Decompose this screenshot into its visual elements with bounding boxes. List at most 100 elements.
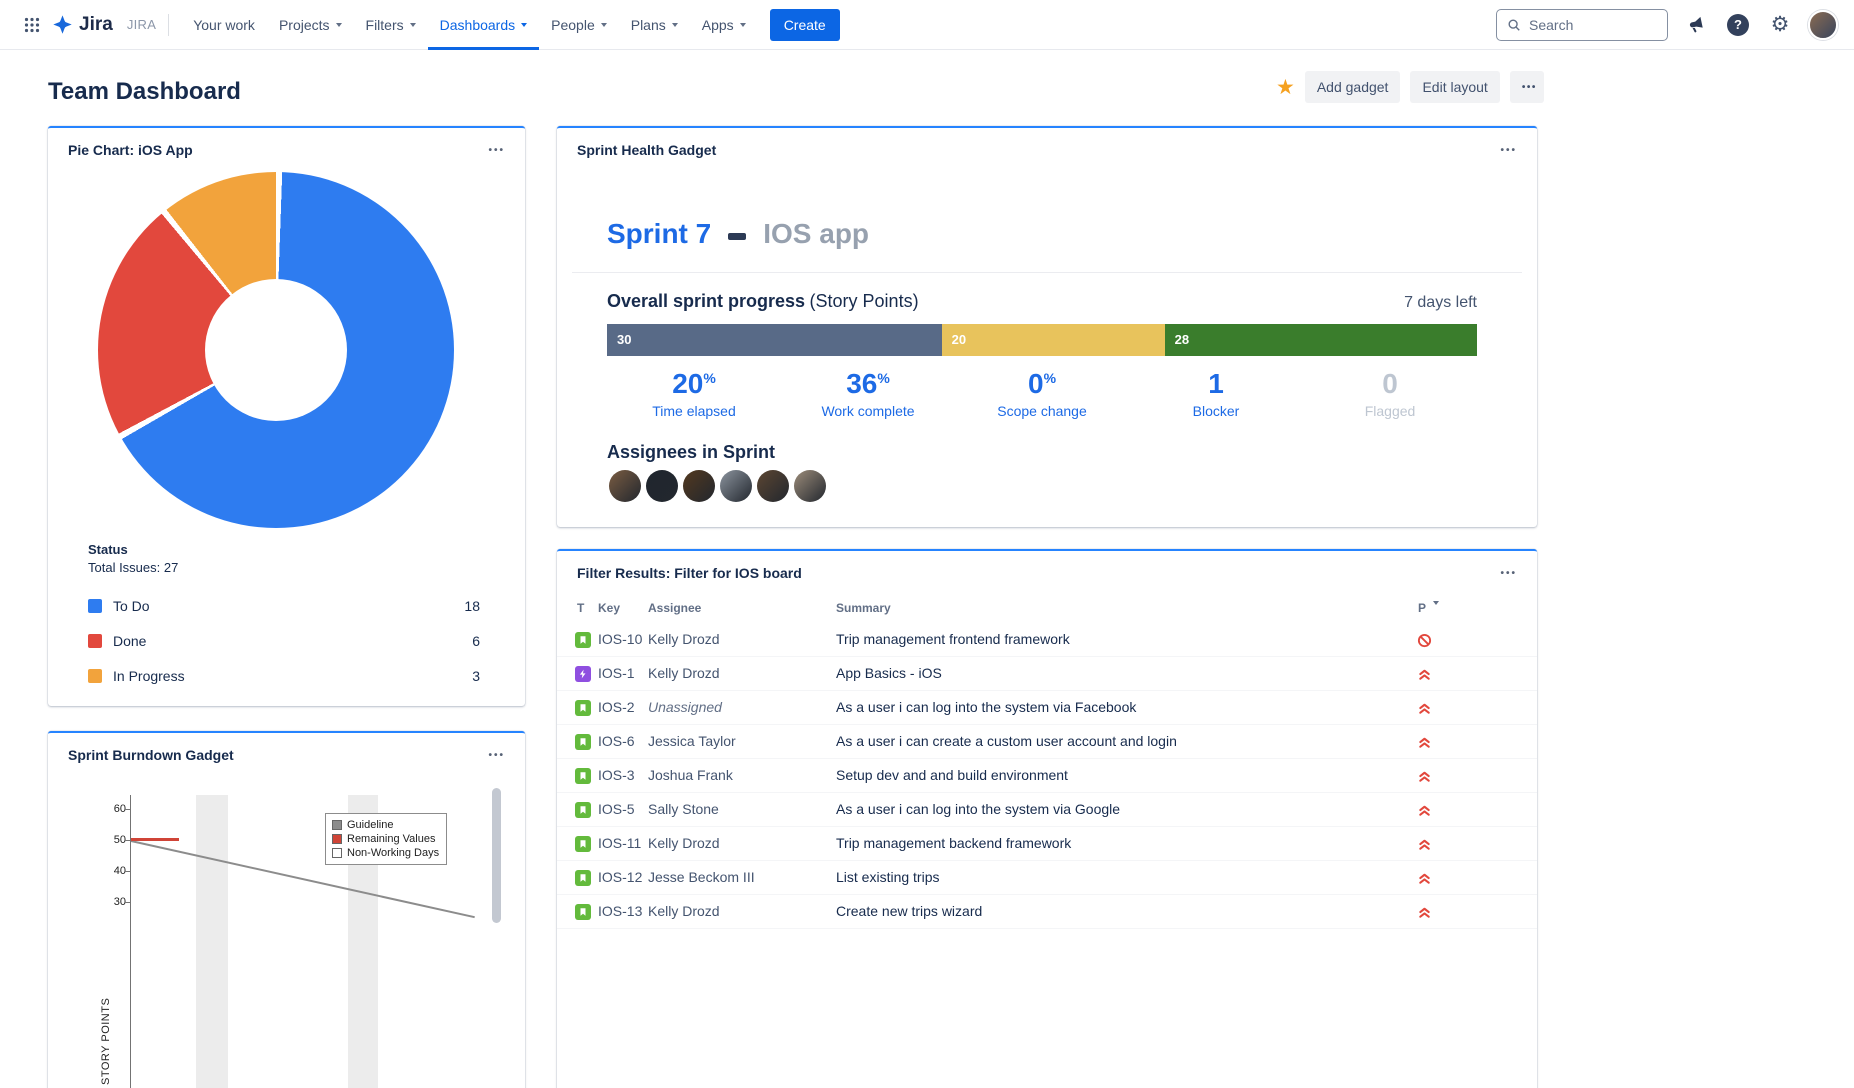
user-avatar[interactable] — [1808, 10, 1838, 40]
nav-item[interactable]: Plans — [619, 0, 690, 50]
gadget-more-button[interactable]: ••• — [1500, 568, 1517, 579]
table-row[interactable]: IOS-1 Kelly Drozd App Basics - iOS — [557, 657, 1537, 691]
table-row[interactable]: IOS-2 Unassigned As a user i can log int… — [557, 691, 1537, 725]
issue-key: IOS-1 — [598, 665, 635, 681]
column-header-priority[interactable]: P — [1418, 601, 1426, 615]
pie-total-issues: Total Issues: 27 — [88, 560, 480, 575]
search-box — [1496, 9, 1668, 41]
column-header-type[interactable]: T — [577, 601, 584, 615]
nav-item[interactable]: People — [539, 0, 619, 50]
table-row[interactable]: IOS-10 Kelly Drozd Trip management front… — [557, 623, 1537, 657]
create-button[interactable]: Create — [770, 9, 840, 41]
stat-value: 36 — [846, 368, 877, 399]
primary-nav: Your work Projects Filters Dashboards Pe… — [181, 0, 758, 50]
search-input[interactable] — [1529, 17, 1647, 33]
legend-item[interactable]: In Progress 3 — [88, 658, 480, 693]
stat-label: Scope change — [955, 403, 1129, 419]
chart-legend: Guideline Remaining Values Non-Working D… — [325, 813, 447, 865]
column-header-summary[interactable]: Summary — [836, 601, 891, 615]
legend-swatch — [88, 634, 102, 648]
issue-assignee: Sally Stone — [648, 801, 719, 817]
gadget-more-button[interactable]: ••• — [1500, 145, 1517, 156]
edit-layout-button[interactable]: Edit layout — [1410, 71, 1499, 103]
assignee-avatar[interactable] — [609, 470, 641, 502]
priority-highest-icon — [1417, 905, 1432, 920]
assignee-avatar[interactable] — [683, 470, 715, 502]
sprint-stat[interactable]: 1 Blocker — [1129, 368, 1303, 419]
add-gadget-button[interactable]: Add gadget — [1305, 71, 1401, 103]
jira-logo[interactable]: Jira — [52, 14, 113, 36]
gadget-title: Pie Chart: iOS App — [68, 142, 193, 158]
table-row[interactable]: IOS-6 Jessica Taylor As a user i can cre… — [557, 725, 1537, 759]
issue-key: IOS-10 — [598, 631, 642, 647]
pie-chart[interactable] — [98, 172, 454, 528]
stat-value: 0 — [1382, 368, 1398, 399]
sprint-stat[interactable]: 20% Time elapsed — [607, 368, 781, 419]
table-row[interactable]: IOS-13 Kelly Drozd Create new trips wiza… — [557, 895, 1537, 929]
issue-summary: As a user i can log into the system via … — [836, 801, 1120, 817]
progress-subtitle: (Story Points) — [810, 291, 919, 311]
legend-value: 18 — [464, 598, 480, 614]
pie-chart-gadget-card: Pie Chart: iOS App ••• Status Total Issu… — [48, 126, 525, 706]
issue-summary: Setup dev and and build environment — [836, 767, 1068, 783]
column-header-assignee[interactable]: Assignee — [648, 601, 701, 615]
story-icon — [575, 836, 591, 852]
issue-key: IOS-6 — [598, 733, 635, 749]
issue-assignee: Jesse Beckom III — [648, 869, 755, 885]
page-more-button[interactable]: ••• — [1510, 71, 1544, 103]
sprint-stat[interactable]: 0 Flagged — [1303, 368, 1477, 419]
stat-value: 20 — [672, 368, 703, 399]
announcement-button[interactable] — [1682, 11, 1710, 39]
jira-logo-icon — [52, 14, 73, 35]
legend-item[interactable]: Done 6 — [88, 623, 480, 658]
progress-bar-segment[interactable]: 28 — [1165, 324, 1477, 356]
story-icon — [575, 632, 591, 648]
help-button[interactable]: ? — [1724, 11, 1752, 39]
legend-label: To Do — [113, 598, 464, 614]
scrollbar-thumb[interactable] — [492, 788, 501, 923]
issue-summary: Trip management frontend framework — [836, 631, 1070, 647]
nav-item[interactable]: Your work — [181, 0, 267, 50]
stat-label: Flagged — [1303, 403, 1477, 419]
legend-label: Done — [113, 633, 472, 649]
gadget-more-button[interactable]: ••• — [488, 145, 505, 156]
chevron-down-icon — [521, 23, 527, 27]
nav-item-label: Dashboards — [440, 17, 516, 33]
priority-highest-icon — [1417, 667, 1432, 682]
assignee-avatar[interactable] — [646, 470, 678, 502]
pie-status-label: Status — [88, 542, 480, 557]
favorite-star-icon[interactable]: ★ — [1276, 77, 1295, 98]
assignee-avatar[interactable] — [720, 470, 752, 502]
sprint-title-row: Sprint 7 IOS app — [607, 218, 869, 250]
legend-label: In Progress — [113, 668, 472, 684]
nav-item[interactable]: Filters — [354, 0, 428, 50]
gadget-header: Pie Chart: iOS App ••• — [48, 128, 525, 158]
sprint-stat[interactable]: 36% Work complete — [781, 368, 955, 419]
assignee-avatar[interactable] — [757, 470, 789, 502]
sprint-stat[interactable]: 0% Scope change — [955, 368, 1129, 419]
nav-item-label: Your work — [193, 17, 255, 33]
page-header-actions: ★ Add gadget Edit layout ••• — [1276, 71, 1544, 103]
assignee-avatar[interactable] — [794, 470, 826, 502]
nav-item[interactable]: Apps — [690, 0, 758, 50]
nav-item[interactable]: Dashboards — [428, 0, 540, 50]
y-tick-label: 30 — [102, 896, 126, 908]
nav-item[interactable]: Projects — [267, 0, 354, 50]
issue-summary: As a user i can log into the system via … — [836, 699, 1136, 715]
column-header-key[interactable]: Key — [598, 601, 620, 615]
table-header: T Key Assignee Summary P — [557, 601, 1537, 621]
settings-button[interactable]: ⚙ — [1766, 11, 1794, 39]
gadget-more-button[interactable]: ••• — [488, 750, 505, 761]
issue-assignee: Kelly Drozd — [648, 665, 720, 681]
legend-item[interactable]: To Do 18 — [88, 588, 480, 623]
table-row[interactable]: IOS-12 Jesse Beckom III List existing tr… — [557, 861, 1537, 895]
table-row[interactable]: IOS-3 Joshua Frank Setup dev and and bui… — [557, 759, 1537, 793]
progress-bar-segment[interactable]: 30 — [607, 324, 942, 356]
app-switcher-button[interactable] — [16, 9, 48, 41]
filter-results-gadget-card: Filter Results: Filter for IOS board •••… — [557, 549, 1537, 1088]
table-row[interactable]: IOS-5 Sally Stone As a user i can log in… — [557, 793, 1537, 827]
sprint-name[interactable]: Sprint 7 — [607, 218, 711, 250]
table-row[interactable]: IOS-11 Kelly Drozd Trip management backe… — [557, 827, 1537, 861]
progress-bar-segment[interactable]: 20 — [942, 324, 1165, 356]
progress-title: Overall sprint progress — [607, 291, 805, 311]
